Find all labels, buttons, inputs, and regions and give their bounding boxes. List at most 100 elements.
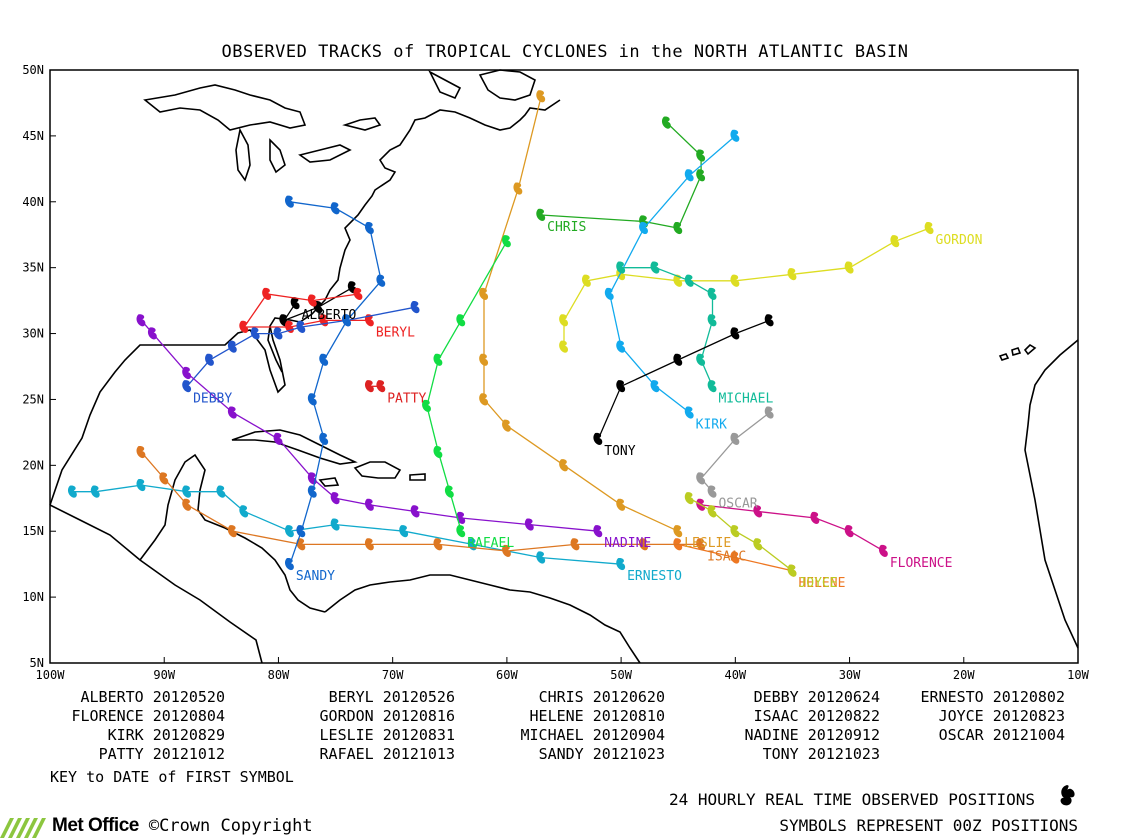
storm-label-beryl: BERYL (376, 325, 415, 340)
legend-storm-name: RAFAEL (319, 745, 374, 763)
track-nadine (140, 319, 599, 532)
cyclone-position-icon (524, 518, 534, 531)
legend-storm-name: FLORENCE (71, 707, 144, 725)
cyclone-position-icon (616, 498, 626, 511)
cyclone-position-icon (307, 393, 317, 406)
storm-label-leslie: LESLIE (684, 536, 731, 551)
legend-storm-name: PATTY (98, 745, 144, 763)
cyclone-position-icon (753, 538, 763, 551)
met-office-logo (0, 818, 46, 838)
legend-entry: NADINE 20120912 (720, 726, 880, 744)
storm-label-joyce: JOYCE (798, 576, 837, 591)
lon-tick-label: 80W (268, 668, 290, 682)
cyclone-position-icon (696, 353, 706, 366)
storm-label-michael: MICHAEL (718, 391, 773, 406)
storm-label-sandy: SANDY (296, 569, 335, 584)
cyclone-position-icon (205, 353, 214, 366)
legend-storm-date: 20120829 (143, 726, 225, 744)
legend-entry: MICHAEL 20120904 (505, 726, 666, 744)
cyclone-position-icon (239, 320, 249, 333)
lon-tick-label: 50W (610, 668, 632, 682)
cyclone-position-icon (410, 301, 420, 314)
legend-storm-name: SANDY (538, 745, 584, 763)
cyclone-position-icon (227, 525, 237, 538)
cyclone-position-icon (616, 261, 626, 274)
cyclone-position-icon (730, 327, 740, 340)
lat-tick-label: 20N (22, 458, 44, 472)
lat-tick-label: 25N (22, 392, 44, 406)
legend-storm-name: OSCAR (938, 726, 984, 744)
legend-storm-date: 20121023 (798, 745, 880, 763)
storm-label-oscar: OSCAR (718, 497, 757, 512)
legend-storm-date: 20120804 (143, 707, 225, 725)
cyclone-position-icon (364, 538, 374, 551)
cyclone-position-icon (730, 129, 740, 142)
cyclone-position-icon (616, 380, 626, 393)
cyclone-position-icon (250, 327, 260, 340)
legend-storm-name: MICHAEL (520, 726, 584, 744)
legend-storm-date: 20120816 (373, 707, 455, 725)
cyclone-position-icon (639, 221, 648, 235)
cyclone-position-icon (502, 419, 511, 432)
cyclone-position-icon (433, 353, 443, 366)
legend-storm-name: ERNESTO (920, 688, 984, 706)
brand-name: Met Office (52, 815, 139, 836)
cyclone-position-icon (307, 294, 317, 307)
cyclone-position-icon (330, 518, 340, 531)
legend-entry: PATTY 20121012 (65, 745, 225, 763)
cyclone-position-icon (581, 274, 591, 287)
cyclone-position-icon (307, 485, 317, 498)
cyclone-position-icon (684, 169, 694, 182)
cyclone-position-icon (433, 538, 443, 551)
cyclone-position-icon (536, 208, 546, 221)
cyclone-position-icon (399, 525, 409, 538)
cyclone-position-icon (227, 340, 237, 353)
legend-entry: ALBERTO 20120520 (65, 688, 226, 706)
cyclone-position-icon (502, 235, 511, 248)
cyclone-position-icon (616, 558, 626, 571)
legend-storm-name: GORDON (319, 707, 374, 725)
storm-label-patty: PATTY (387, 391, 426, 406)
cyclone-position-icon (273, 432, 283, 445)
cyclone-position-icon (787, 268, 797, 281)
legend-storm-name: JOYCE (938, 707, 984, 725)
cyclone-position-icon (364, 498, 374, 511)
cyclone-position-icon (479, 353, 489, 366)
lon-tick-label: 20W (953, 668, 975, 682)
cyclone-position-icon (376, 380, 386, 393)
legend-storm-date: 20120624 (798, 688, 880, 706)
legend-entry: KIRK 20120829 (65, 726, 225, 744)
legend-storm-date: 20120620 (583, 688, 665, 706)
cyclone-position-icon (182, 485, 192, 498)
storm-label-debby: DEBBY (193, 391, 232, 406)
cyclone-position-icon (593, 432, 603, 445)
met-office-branding: Met Office ©Crown Copyright (0, 812, 313, 840)
coastline (49, 69, 1079, 664)
cyclone-position-icon (182, 498, 192, 511)
cyclone-position-icon (878, 544, 888, 557)
cyclone-position-icon (604, 287, 614, 301)
cyclone-position-icon (239, 505, 249, 518)
cyclone-position-icon (616, 340, 626, 353)
legend-entry: ISAAC 20120822 (720, 707, 880, 725)
cyclone-position-icon (696, 472, 706, 485)
legend-entry: GORDON 20120816 (295, 707, 455, 725)
legend-storm-name: HELENE (529, 707, 584, 725)
cyclone-position-icon (559, 340, 568, 353)
legend-storm-name: ALBERTO (80, 688, 144, 706)
lon-tick-label: 30W (839, 668, 861, 682)
legend-storm-date: 20120831 (373, 726, 455, 744)
lat-tick-label: 45N (22, 129, 44, 143)
cyclone-position-icon (285, 195, 294, 208)
storm-tracks (67, 90, 934, 577)
cyclone-position-icon (296, 525, 306, 538)
legend-storm-date: 20120802 (983, 688, 1065, 706)
cyclone-position-icon (319, 432, 329, 445)
cyclone-position-icon (684, 492, 694, 505)
legend-storm-name: KIRK (107, 726, 144, 744)
cyclone-position-icon (136, 314, 146, 327)
cyclone-position-icon (810, 511, 820, 525)
cyclone-symbol-icon (1060, 785, 1075, 806)
lon-tick-label: 40W (724, 668, 746, 682)
